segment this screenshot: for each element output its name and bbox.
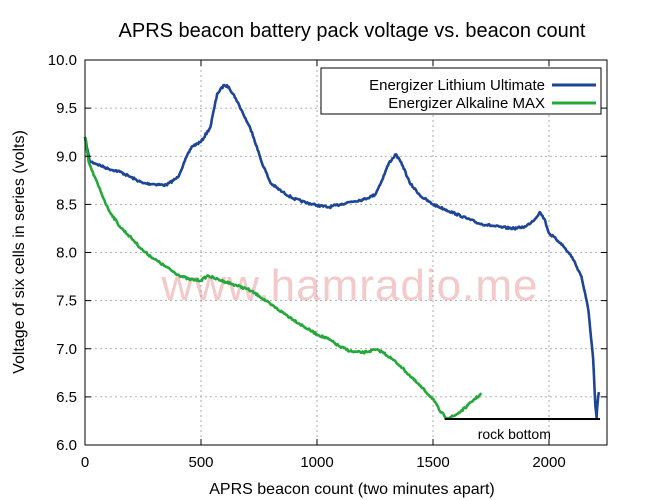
y-tick-label: 8.5 — [56, 196, 77, 213]
y-tick-label: 6.5 — [56, 389, 77, 406]
x-axis-label: APRS beacon count (two minutes apart) — [209, 481, 494, 498]
x-tick-label: 500 — [188, 454, 213, 471]
series-line-alkaline — [83, 136, 483, 420]
y-axis-ticks: 6.0 6.5 7.0 7.5 8.0 8.5 9.0 9.5 10.0 — [48, 52, 607, 454]
x-tick-label: 2000 — [532, 454, 565, 471]
y-axis-label: Voltage of six cells in series (volts) — [11, 130, 28, 374]
y-tick-label: 6.0 — [56, 437, 77, 454]
grid — [85, 60, 607, 445]
rock-bottom-label: rock bottom — [478, 426, 551, 442]
legend-entry-alkaline: Energizer Alkaline MAX — [388, 95, 545, 112]
series-line-lithium — [83, 83, 601, 420]
annotation-layer: rock bottom — [444, 418, 601, 442]
legend-entry-lithium: Energizer Lithium Ultimate — [369, 77, 545, 94]
y-tick-label: 10.0 — [48, 52, 77, 69]
watermark: www.hamradio.me — [161, 261, 539, 310]
y-tick-label: 9.0 — [56, 148, 77, 165]
y-tick-label: 9.5 — [56, 100, 77, 117]
series-layer — [83, 83, 601, 420]
legend: Energizer Lithium Ultimate Energizer Alk… — [320, 67, 602, 115]
y-tick-label: 7.5 — [56, 293, 77, 310]
x-tick-label: 1000 — [300, 454, 333, 471]
x-tick-label: 0 — [81, 454, 89, 471]
x-tick-label: 1500 — [416, 454, 449, 471]
y-tick-label: 8.0 — [56, 245, 77, 262]
chart-title: APRS beacon battery pack voltage vs. bea… — [119, 20, 586, 42]
legend-box — [320, 67, 602, 115]
x-axis-ticks: 0 500 1000 1500 2000 — [81, 60, 566, 471]
y-tick-label: 7.0 — [56, 341, 77, 358]
